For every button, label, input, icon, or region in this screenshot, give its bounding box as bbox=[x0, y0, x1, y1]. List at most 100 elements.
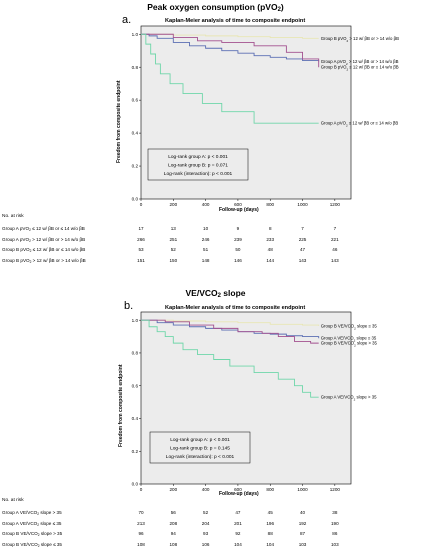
risk-cell-b-2-4: 88 bbox=[267, 531, 273, 536]
risk-cell-b-1-5: 192 bbox=[298, 520, 307, 526]
x-tick-label-a-4: 800 bbox=[266, 202, 274, 207]
logrank-line-a-1: Log-rank group B: p = 0.071 bbox=[168, 163, 228, 169]
section-title-a: Peak oxygen consumption (pVO2) bbox=[147, 2, 284, 13]
series-line-b-0 bbox=[141, 319, 320, 326]
risk-table-header-a: No. at risk bbox=[2, 214, 24, 219]
risk-cell-a-1-2: 246 bbox=[201, 236, 210, 242]
series-line-a-3 bbox=[141, 33, 319, 124]
risk-row-label-a-0: Group A pVO2 ≤ 12 w/ βB or ≤ 14 w/o βB bbox=[2, 226, 85, 232]
risk-cell-b-0-4: 45 bbox=[267, 510, 273, 515]
chart-title-a: Kaplan-Meier analysis of time to composi… bbox=[165, 18, 306, 24]
risk-cell-b-2-2: 93 bbox=[203, 531, 209, 536]
x-tick-label-a-2: 400 bbox=[202, 202, 210, 207]
risk-cell-a-3-5: 143 bbox=[298, 257, 307, 263]
risk-cell-a-3-0: 151 bbox=[137, 257, 145, 263]
risk-cell-a-3-1: 150 bbox=[169, 257, 178, 263]
risk-row-label-a-2: Group B pVO2 ≤ 12 w/ βB or ≤ 14 w/o βB bbox=[2, 247, 86, 253]
risk-cell-a-1-0: 266 bbox=[137, 236, 145, 242]
logrank-box-a bbox=[147, 148, 249, 181]
risk-table-header-b: No. at risk bbox=[2, 498, 24, 503]
panel-letter-a: a. bbox=[122, 14, 132, 26]
section-title-b: VE/VCO2 slope bbox=[185, 288, 246, 299]
y-tick-label-b-1: 0.2 bbox=[132, 449, 139, 454]
logrank-line-b-1: Log-rank group B: p = 0.145 bbox=[170, 446, 230, 452]
risk-cell-b-0-2: 52 bbox=[203, 510, 209, 515]
series-label-b-1: Group A VE/VCO2 slope ≤ 35 bbox=[321, 336, 377, 343]
y-tick-label-b-3: 0.6 bbox=[132, 383, 139, 388]
x-tick-label-a-5: 1000 bbox=[297, 202, 308, 207]
risk-row-label-a-1: Group A pVO2 > 12 w/ βB or > 14 w/o βB bbox=[2, 236, 86, 243]
risk-cell-a-2-6: 46 bbox=[332, 247, 338, 252]
risk-cell-b-1-1: 208 bbox=[169, 520, 178, 526]
risk-cell-a-2-4: 48 bbox=[267, 247, 273, 252]
x-tick-label-b-6: 1200 bbox=[330, 487, 341, 492]
risk-cell-b-3-0: 108 bbox=[137, 541, 145, 547]
y-tick-label-a-5: 1.0 bbox=[132, 32, 139, 37]
risk-cell-a-2-5: 47 bbox=[299, 247, 306, 252]
series-label-b-3: Group A VE/VCO2 slope > 35 bbox=[321, 395, 377, 402]
risk-cell-b-3-2: 106 bbox=[201, 541, 210, 547]
risk-cell-a-0-4: 8 bbox=[268, 226, 272, 231]
risk-cell-a-3-6: 143 bbox=[331, 257, 339, 263]
x-tick-label-a-1: 200 bbox=[169, 202, 177, 207]
logrank-line-b-0: Log-rank group A: p < 0.001 bbox=[170, 437, 230, 443]
x-tick-label-b-0: 0 bbox=[140, 487, 143, 492]
x-tick-label-a-6: 1200 bbox=[330, 202, 341, 207]
risk-cell-a-0-3: 9 bbox=[236, 226, 240, 231]
risk-row-label-b-0: Group A VE/VCO2 slope > 35 bbox=[2, 510, 62, 516]
series-line-a-2 bbox=[141, 33, 320, 68]
x-tick-label-b-1: 200 bbox=[169, 487, 177, 492]
risk-cell-b-3-3: 104 bbox=[234, 541, 242, 547]
series-line-a-1 bbox=[141, 33, 320, 62]
risk-cell-b-1-2: 204 bbox=[201, 520, 210, 526]
risk-cell-a-1-5: 225 bbox=[298, 236, 307, 242]
logrank-line-b-2: Log-rank (interaction): p < 0.001 bbox=[166, 454, 235, 460]
risk-cell-b-2-1: 94 bbox=[170, 531, 176, 536]
risk-cell-a-2-3: 50 bbox=[235, 247, 241, 252]
risk-cell-b-3-6: 103 bbox=[331, 541, 339, 547]
x-tick-label-b-4: 800 bbox=[266, 487, 274, 492]
risk-cell-b-1-3: 201 bbox=[234, 520, 242, 526]
risk-cell-b-2-6: 86 bbox=[332, 531, 338, 536]
risk-cell-b-1-4: 196 bbox=[266, 520, 275, 526]
series-label-b-2: Group B VE/VCO2 slope > 35 bbox=[321, 341, 378, 348]
risk-cell-b-0-1: 56 bbox=[170, 510, 176, 515]
risk-cell-a-1-3: 239 bbox=[234, 236, 242, 242]
risk-cell-a-2-0: 53 bbox=[138, 247, 144, 252]
chart-title-b: Kaplan-Meier analysis of time to composi… bbox=[165, 305, 306, 311]
risk-cell-b-0-0: 70 bbox=[138, 510, 144, 515]
x-tick-label-a-0: 0 bbox=[140, 202, 143, 207]
risk-cell-b-0-5: 40 bbox=[299, 510, 306, 515]
logrank-line-a-0: Log-rank group A: p < 0.001 bbox=[168, 154, 228, 160]
risk-cell-a-0-1: 13 bbox=[170, 226, 176, 231]
series-line-b-2 bbox=[141, 319, 319, 344]
risk-cell-b-3-5: 103 bbox=[298, 541, 307, 547]
risk-cell-a-2-1: 52 bbox=[170, 247, 176, 252]
x-axis-label-b: Follow-up (days) bbox=[219, 491, 259, 497]
x-tick-label-b-2: 400 bbox=[202, 487, 210, 492]
logrank-line-a-2: Log-rank (interaction): p < 0.001 bbox=[164, 171, 233, 177]
y-tick-label-a-2: 0.4 bbox=[132, 131, 139, 136]
series-label-b-0: Group B VE/VCO2 slope ≤ 35 bbox=[321, 323, 378, 330]
series-label-a-0: Group B pVO2 > 12 w/ βB or > 14 w/o βB bbox=[321, 36, 399, 43]
y-tick-label-b-2: 0.4 bbox=[132, 416, 139, 421]
risk-row-label-b-1: Group A VE/VCO2 slope ≤ 35 bbox=[2, 520, 62, 527]
risk-cell-a-3-4: 144 bbox=[266, 257, 275, 263]
risk-cell-b-2-0: 96 bbox=[138, 531, 144, 536]
risk-cell-b-0-6: 38 bbox=[332, 510, 338, 515]
risk-cell-a-0-0: 17 bbox=[138, 226, 144, 231]
risk-cell-a-1-6: 221 bbox=[331, 236, 339, 242]
y-tick-label-a-4: 0.8 bbox=[132, 65, 139, 70]
y-tick-label-b-4: 0.8 bbox=[132, 351, 139, 356]
risk-cell-a-0-6: 7 bbox=[333, 226, 337, 231]
x-tick-label-b-3: 600 bbox=[234, 487, 242, 492]
x-axis-label-a: Follow-up (days) bbox=[219, 207, 259, 213]
risk-cell-b-3-4: 104 bbox=[266, 541, 275, 547]
risk-row-label-b-2: Group B VE/VCO2 slope > 35 bbox=[2, 531, 63, 537]
y-tick-label-a-1: 0.2 bbox=[132, 164, 139, 169]
series-label-a-1: Group A pVO2 > 12 w/ βB or > 14 w/o βB bbox=[321, 59, 399, 66]
risk-cell-a-3-2: 148 bbox=[201, 257, 210, 263]
risk-cell-a-2-2: 51 bbox=[203, 247, 209, 252]
risk-cell-a-0-2: 10 bbox=[203, 226, 209, 231]
